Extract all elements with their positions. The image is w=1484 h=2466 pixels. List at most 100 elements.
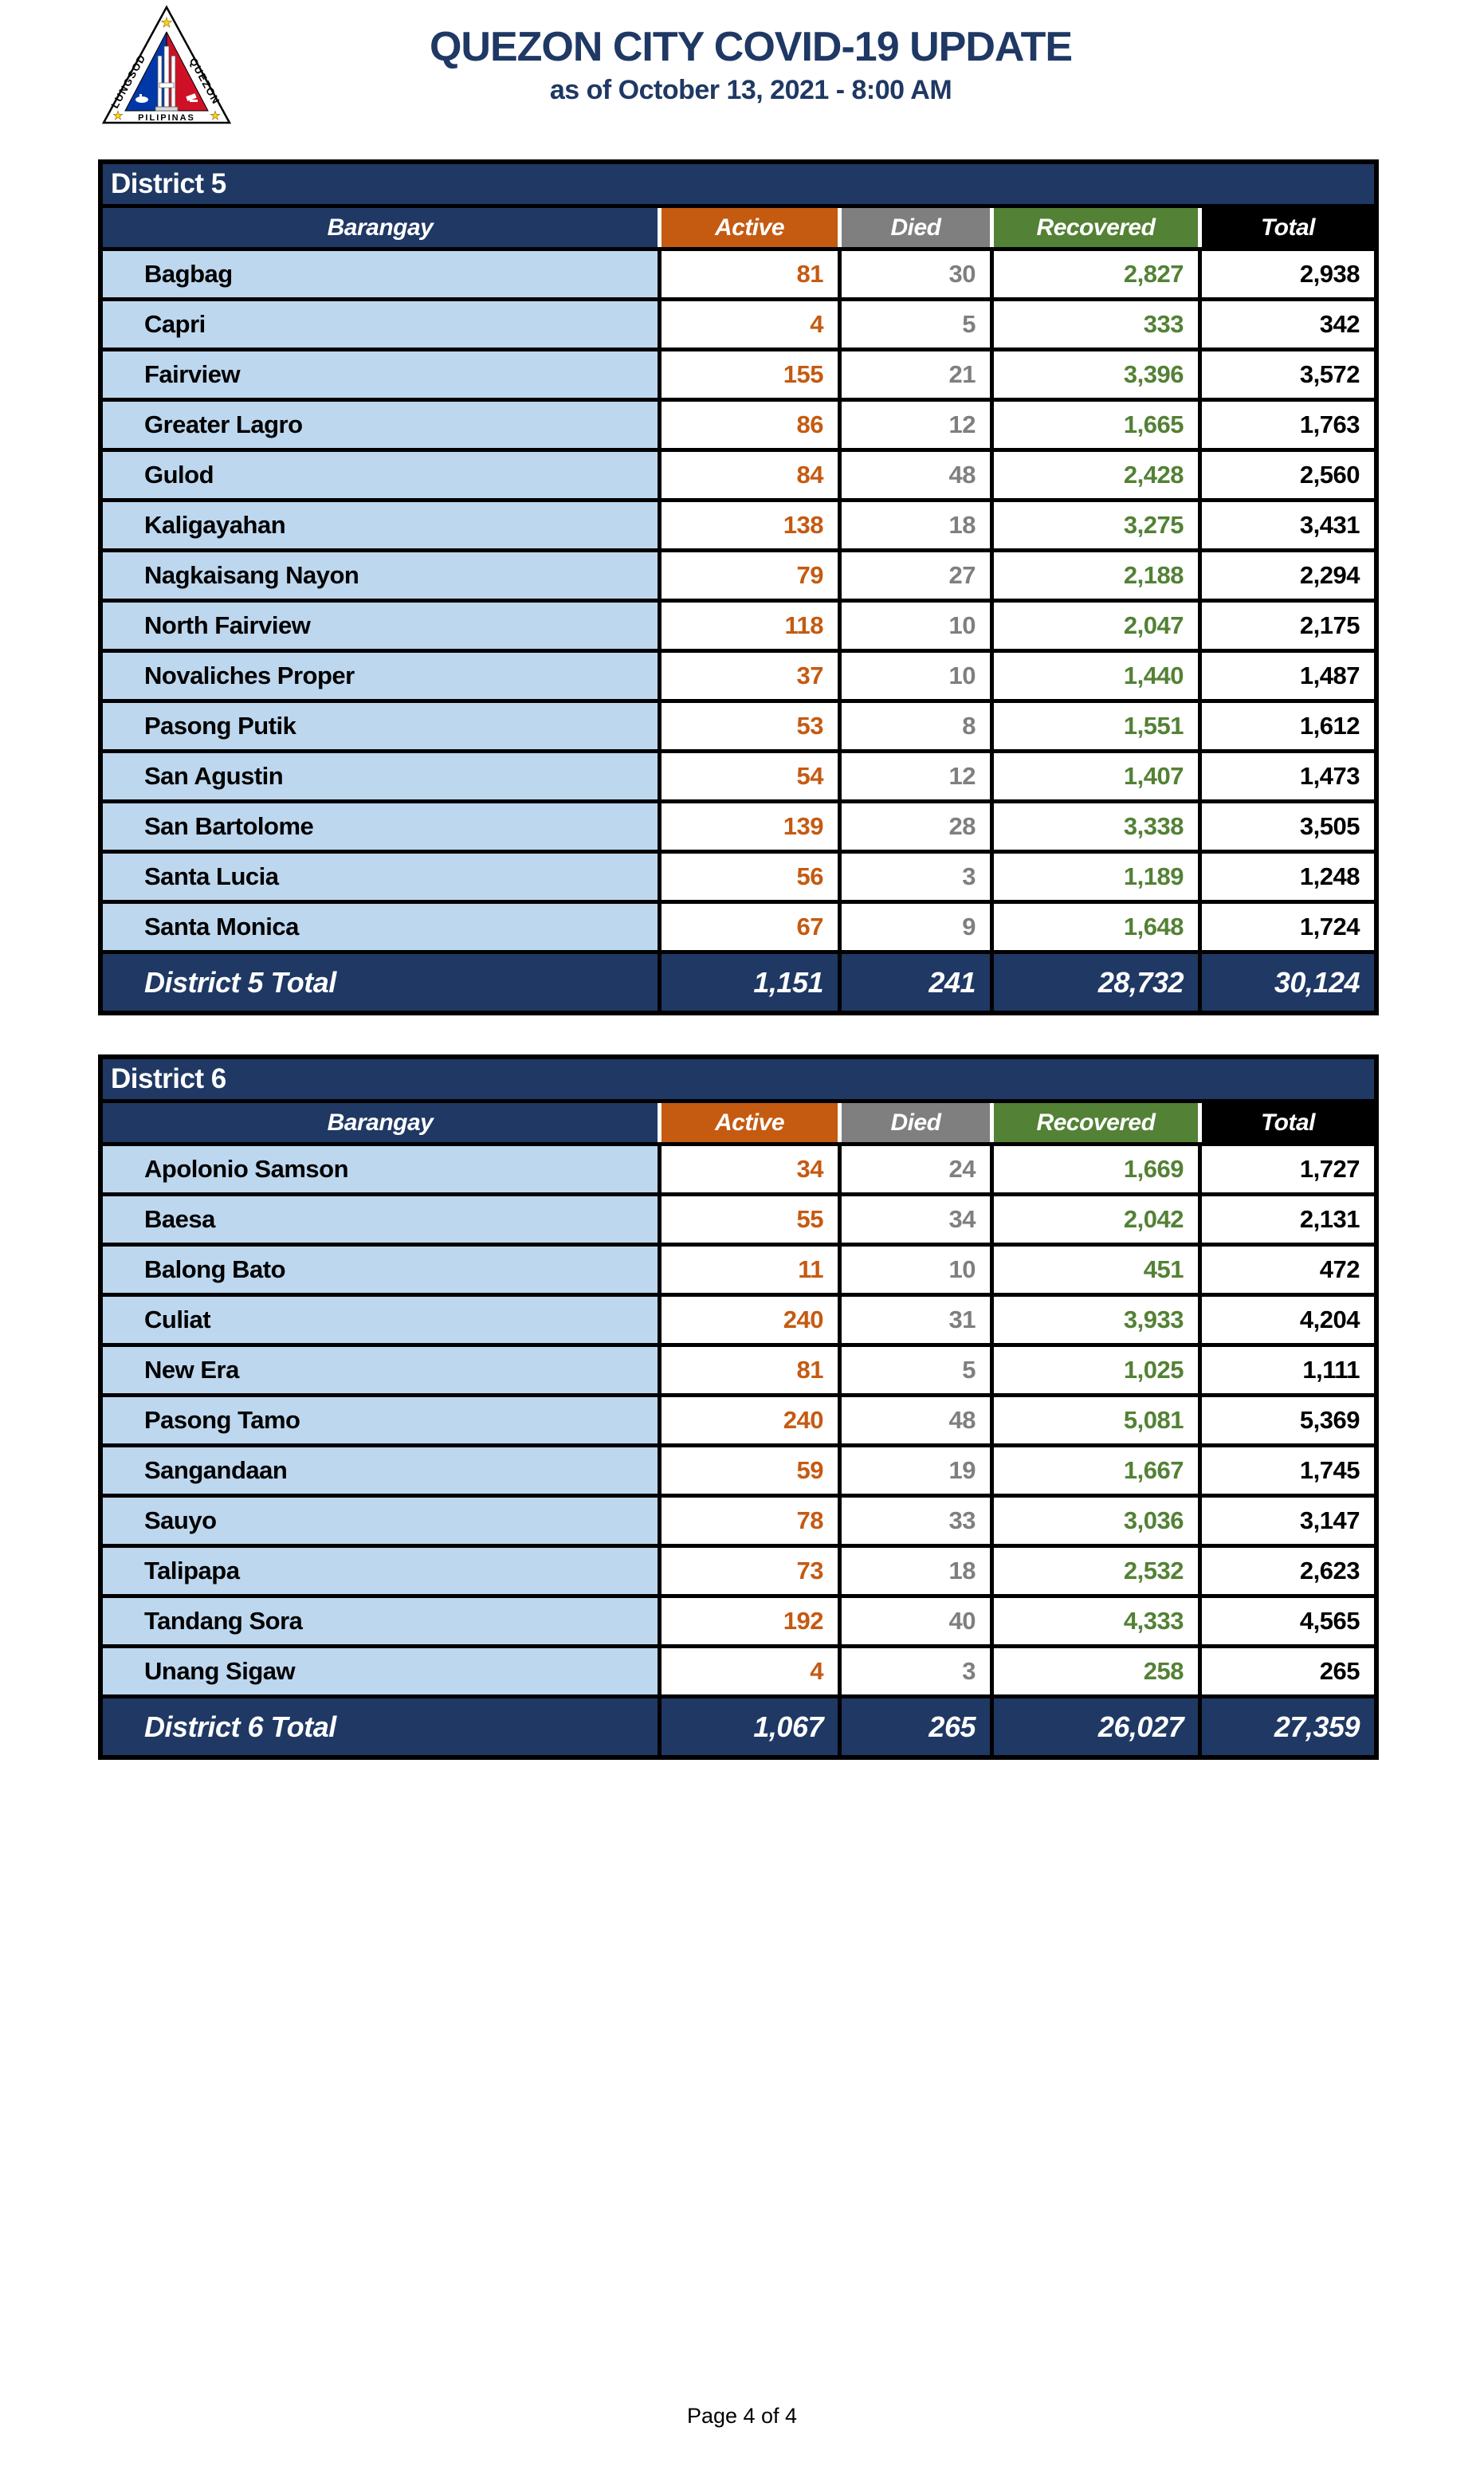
table-header-row: Barangay Active Died Recovered Total <box>103 208 1374 247</box>
died-cell: 3 <box>842 1648 990 1694</box>
died-cell: 8 <box>842 703 990 749</box>
total-cell: 1,473 <box>1202 753 1374 799</box>
seal-text-pilipinas: PILIPINAS <box>138 113 195 123</box>
table-total-row: District 6 Total 1,067 265 26,027 27,359 <box>103 1698 1374 1755</box>
column-header-recovered: Recovered <box>994 1103 1198 1142</box>
died-cell: 10 <box>842 603 990 649</box>
active-cell: 54 <box>662 753 838 799</box>
table-row: Greater Lagro 86 12 1,665 1,763 <box>103 402 1374 448</box>
active-cell: 240 <box>662 1297 838 1343</box>
barangay-name-cell: Talipapa <box>103 1548 658 1594</box>
barangay-name-cell: Apolonio Samson <box>103 1146 658 1192</box>
active-cell: 81 <box>662 251 838 297</box>
column-header-barangay: Barangay <box>103 1103 658 1142</box>
recovered-cell: 2,532 <box>994 1548 1198 1594</box>
recovered-cell: 3,396 <box>994 351 1198 398</box>
died-cell: 30 <box>842 251 990 297</box>
table-row: Sauyo 78 33 3,036 3,147 <box>103 1498 1374 1544</box>
died-cell: 48 <box>842 1397 990 1443</box>
barangay-name-cell: Nagkaisang Nayon <box>103 552 658 599</box>
active-cell: 73 <box>662 1548 838 1594</box>
table-row: San Bartolome 139 28 3,338 3,505 <box>103 803 1374 850</box>
barangay-name-cell: Balong Bato <box>103 1247 658 1293</box>
total-cell: 1,612 <box>1202 703 1374 749</box>
table-row: North Fairview 118 10 2,047 2,175 <box>103 603 1374 649</box>
died-cell: 12 <box>842 753 990 799</box>
active-cell: 118 <box>662 603 838 649</box>
table-row: Pasong Tamo 240 48 5,081 5,369 <box>103 1397 1374 1443</box>
barangay-name-cell: Capri <box>103 301 658 348</box>
table-row: Pasong Putik 53 8 1,551 1,612 <box>103 703 1374 749</box>
table-row: Capri 4 5 333 342 <box>103 301 1374 348</box>
died-cell: 3 <box>842 854 990 900</box>
seal-monument <box>155 45 179 112</box>
column-header-recovered: Recovered <box>994 208 1198 247</box>
recovered-cell: 1,669 <box>994 1146 1198 1192</box>
barangay-name-cell: Kaligayahan <box>103 502 658 548</box>
table-row: Bagbag 81 30 2,827 2,938 <box>103 251 1374 297</box>
total-cell: 1,487 <box>1202 653 1374 699</box>
died-cell: 31 <box>842 1297 990 1343</box>
recovered-cell: 2,188 <box>994 552 1198 599</box>
recovered-cell: 2,827 <box>994 251 1198 297</box>
died-cell: 33 <box>842 1498 990 1544</box>
barangay-name-cell: San Bartolome <box>103 803 658 850</box>
column-header-active: Active <box>662 1103 838 1142</box>
total-row-label: District 6 Total <box>103 1698 658 1755</box>
table-row: Culiat 240 31 3,933 4,204 <box>103 1297 1374 1343</box>
table-row: Tandang Sora 192 40 4,333 4,565 <box>103 1598 1374 1644</box>
column-header-barangay: Barangay <box>103 208 658 247</box>
table-row: Talipapa 73 18 2,532 2,623 <box>103 1548 1374 1594</box>
died-cell: 9 <box>842 904 990 950</box>
died-cell: 28 <box>842 803 990 850</box>
barangay-name-cell: North Fairview <box>103 603 658 649</box>
active-cell: 67 <box>662 904 838 950</box>
active-cell: 34 <box>662 1146 838 1192</box>
total-cell: 265 <box>1202 1648 1374 1694</box>
active-cell: 139 <box>662 803 838 850</box>
barangay-name-cell: Gulod <box>103 452 658 498</box>
recovered-cell: 3,338 <box>994 803 1198 850</box>
table-total-row: District 5 Total 1,151 241 28,732 30,124 <box>103 954 1374 1011</box>
active-cell: 79 <box>662 552 838 599</box>
recovered-cell: 1,667 <box>994 1447 1198 1494</box>
barangay-name-cell: Greater Lagro <box>103 402 658 448</box>
active-cell: 4 <box>662 1648 838 1694</box>
page-title: QUEZON CITY COVID-19 UPDATE <box>429 24 1073 70</box>
recovered-cell: 1,407 <box>994 753 1198 799</box>
seal-lamp-icon <box>135 94 148 103</box>
active-cell: 4 <box>662 301 838 348</box>
table-row: Gulod 84 48 2,428 2,560 <box>103 452 1374 498</box>
active-cell: 86 <box>662 402 838 448</box>
total-cell: 2,294 <box>1202 552 1374 599</box>
died-cell: 10 <box>842 653 990 699</box>
table-row: Unang Sigaw 4 3 258 265 <box>103 1648 1374 1694</box>
barangay-name-cell: Bagbag <box>103 251 658 297</box>
page-subtitle: as of October 13, 2021 - 8:00 AM <box>549 74 952 105</box>
died-cell: 21 <box>842 351 990 398</box>
column-header-active: Active <box>662 208 838 247</box>
total-cell: 2,175 <box>1202 603 1374 649</box>
died-cell: 48 <box>842 452 990 498</box>
table-row: Balong Bato 11 10 451 472 <box>103 1247 1374 1293</box>
total-cell: 2,131 <box>1202 1196 1374 1243</box>
column-header-died: Died <box>842 1103 990 1142</box>
table-row: New Era 81 5 1,025 1,111 <box>103 1347 1374 1393</box>
died-cell: 19 <box>842 1447 990 1494</box>
barangay-name-cell: Sangandaan <box>103 1447 658 1494</box>
district-5-table: District 5 Barangay Active Died Recovere… <box>98 159 1379 1015</box>
barangay-name-cell: San Agustin <box>103 753 658 799</box>
total-cell: 3,505 <box>1202 803 1374 850</box>
total-cell: 342 <box>1202 301 1374 348</box>
total-cell: 2,560 <box>1202 452 1374 498</box>
table-row: Baesa 55 34 2,042 2,131 <box>103 1196 1374 1243</box>
barangay-name-cell: Sauyo <box>103 1498 658 1544</box>
table-row: Apolonio Samson 34 24 1,669 1,727 <box>103 1146 1374 1192</box>
recovered-cell: 4,333 <box>994 1598 1198 1644</box>
active-cell: 53 <box>662 703 838 749</box>
total-cell: 1,745 <box>1202 1447 1374 1494</box>
table-row: Nagkaisang Nayon 79 27 2,188 2,294 <box>103 552 1374 599</box>
recovered-cell: 258 <box>994 1648 1198 1694</box>
recovered-cell: 2,428 <box>994 452 1198 498</box>
died-cell: 18 <box>842 1548 990 1594</box>
